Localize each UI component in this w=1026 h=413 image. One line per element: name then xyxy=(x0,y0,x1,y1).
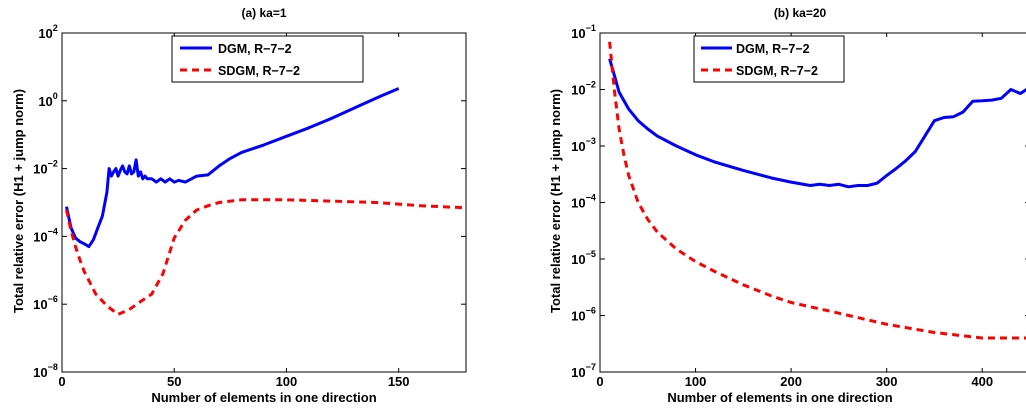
y-tick-exponent: −7 xyxy=(586,362,596,372)
x-tick-label: 100 xyxy=(276,374,298,389)
x-tick-label: 100 xyxy=(685,374,707,389)
y-tick-base: 10 xyxy=(571,365,585,380)
x-tick-label: 0 xyxy=(596,374,603,389)
legend-label-dgm: DGM, R−7−2 xyxy=(218,42,292,56)
x-tick-label: 50 xyxy=(167,374,181,389)
y-tick-label: 10 −1 xyxy=(571,23,596,41)
y-tick-label: 10 −2 xyxy=(33,159,58,177)
y-tick-exponent: −2 xyxy=(586,80,596,90)
y-tick-exponent: −6 xyxy=(48,294,58,304)
legend-label-sdgm: SDGM, R−7−2 xyxy=(218,64,300,78)
legend-label-dgm: DGM, R−7−2 xyxy=(736,42,810,56)
y-tick-exponent: −4 xyxy=(586,193,596,203)
y-tick-label: 10 −2 xyxy=(571,80,596,98)
plot-frame xyxy=(599,32,1026,373)
x-tick-label: 150 xyxy=(388,374,410,389)
x-tick-label: 0 xyxy=(58,374,65,389)
legend-box xyxy=(171,35,364,83)
x-tick-label: 400 xyxy=(971,374,993,389)
y-axis-title: Total relative error (H1 + jump norm) xyxy=(11,89,26,313)
x-axis-title: Number of elements in one direction xyxy=(667,390,892,405)
y-tick-exponent: −5 xyxy=(586,249,596,259)
y-tick-base: 10 xyxy=(38,26,52,41)
y-tick-base: 10 xyxy=(571,309,585,324)
y-tick-base: 10 xyxy=(571,26,585,41)
y-tick-exponent: −1 xyxy=(586,23,596,33)
legend-label-sdgm: SDGM, R−7−2 xyxy=(736,64,818,78)
plot-area xyxy=(62,33,466,372)
y-tick-base: 10 xyxy=(571,83,585,98)
plot-frame xyxy=(61,32,467,373)
y-tick-exponent: 2 xyxy=(53,23,58,33)
y-tick-base: 10 xyxy=(33,297,47,312)
chart-panel-b: (b) ka=20 Number of elements in one dire… xyxy=(548,6,1026,405)
x-tick-label: 200 xyxy=(780,374,802,389)
y-tick-base: 10 xyxy=(33,365,47,380)
y-tick-label: 10 0 xyxy=(38,91,57,109)
y-tick-base: 10 xyxy=(33,229,47,244)
series-line-sdgm xyxy=(65,198,466,316)
y-tick-exponent: −3 xyxy=(586,136,596,146)
x-axis-title: Number of elements in one direction xyxy=(151,390,376,405)
y-tick-exponent: −6 xyxy=(586,306,596,316)
series-line-dgm xyxy=(608,58,1026,189)
y-tick-exponent: 0 xyxy=(53,91,58,101)
plot-area xyxy=(600,33,1026,372)
y-tick-label: 10 −6 xyxy=(571,306,596,324)
series-layer xyxy=(65,87,466,316)
legend: DGM, R−7−2 SDGM, R−7−2 xyxy=(693,35,845,83)
y-tick-label: 10 −7 xyxy=(571,362,596,380)
y-tick-label: 10 −3 xyxy=(571,136,596,154)
series-layer xyxy=(608,41,1026,340)
y-tick-base: 10 xyxy=(38,94,52,109)
x-tick-label: 300 xyxy=(876,374,898,389)
y-tick-base: 10 xyxy=(571,196,585,211)
series-line-dgm xyxy=(65,87,400,249)
chart-title: (b) ka=20 xyxy=(774,6,827,20)
y-tick-exponent: −8 xyxy=(48,362,58,372)
series-line-sdgm xyxy=(608,41,1026,340)
legend: DGM, R−7−2 SDGM, R−7−2 xyxy=(171,35,364,83)
y-tick-label: 10 −6 xyxy=(33,294,58,312)
y-tick-label: 10 −8 xyxy=(33,362,58,380)
chart-panel-a: (a) ka=1 Number of elements in one direc… xyxy=(11,6,467,405)
y-tick-label: 10 2 xyxy=(38,23,57,41)
y-tick-label: 10 −4 xyxy=(33,226,58,244)
chart-title: (a) ka=1 xyxy=(241,6,286,20)
y-axis-title: Total relative error (H1 + jump norm) xyxy=(548,89,563,313)
y-tick-label: 10 −5 xyxy=(571,249,596,267)
y-tick-base: 10 xyxy=(571,252,585,267)
y-tick-label: 10 −4 xyxy=(571,193,596,211)
y-tick-base: 10 xyxy=(33,162,47,177)
y-tick-exponent: −4 xyxy=(48,226,58,236)
legend-box xyxy=(693,35,845,83)
y-tick-base: 10 xyxy=(571,139,585,154)
y-tick-exponent: −2 xyxy=(48,159,58,169)
